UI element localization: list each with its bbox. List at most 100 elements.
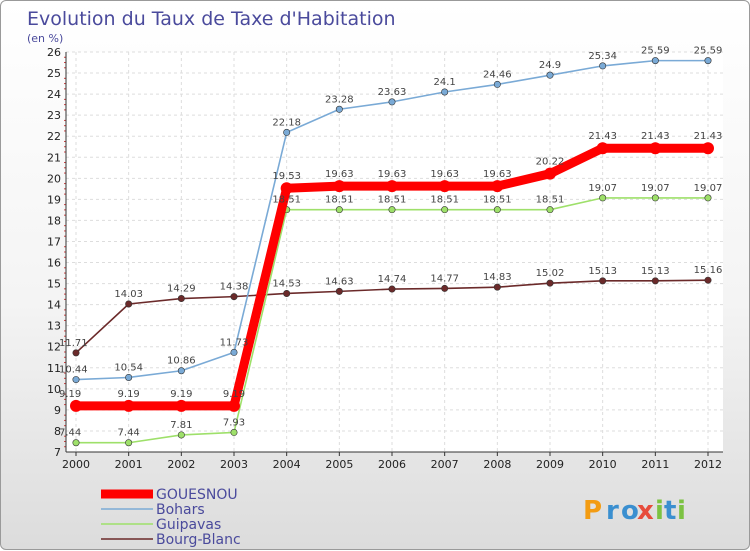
data-point-bourg-blanc (493, 283, 501, 291)
data-point-guipavas (335, 206, 343, 214)
x-tick-label: 2011 (641, 458, 669, 471)
data-label-guipavas: 19.07 (588, 183, 617, 194)
data-point-gouesnou (544, 167, 556, 180)
data-point-bourg-blanc (230, 293, 238, 301)
y-tick-label: 13 (47, 320, 61, 333)
data-point-guipavas (388, 206, 396, 214)
y-tick-label: 23 (47, 109, 61, 122)
data-label-bourg-blanc: 14.29 (167, 284, 196, 295)
data-label-guipavas: 7.93 (223, 417, 245, 428)
data-label-bohars: 24.1 (434, 77, 456, 88)
y-tick-label: 21 (47, 151, 61, 164)
data-label-guipavas: 18.51 (325, 195, 354, 206)
chart-subtitle: (en %) (27, 32, 63, 45)
data-point-bourg-blanc (388, 285, 396, 293)
data-label-guipavas: 7.44 (59, 428, 81, 439)
data-point-bourg-blanc (335, 287, 343, 295)
x-tick-label: 2002 (167, 458, 195, 471)
data-point-bourg-blanc (283, 289, 291, 297)
data-label-guipavas: 7.81 (170, 420, 192, 431)
logo-letter: r (606, 496, 619, 526)
data-label-guipavas: 18.51 (272, 195, 301, 206)
data-label-gouesnou: 20.22 (536, 157, 565, 168)
data-point-gouesnou (649, 142, 662, 155)
data-label-gouesnou: 21.43 (641, 131, 670, 142)
data-point-gouesnou (702, 142, 714, 155)
data-label-gouesnou: 19.63 (430, 169, 459, 180)
legend-label-bohars: Bohars (156, 502, 205, 518)
x-tick-label: 2009 (536, 458, 564, 471)
data-label-guipavas: 18.51 (430, 195, 459, 206)
data-label-gouesnou: 19.63 (483, 169, 512, 180)
y-tick-label: 7 (54, 446, 61, 459)
data-point-bohars (177, 367, 185, 375)
x-tick-label: 2012 (694, 458, 722, 471)
data-label-guipavas: 18.51 (483, 195, 512, 206)
data-label-guipavas: 19.07 (641, 183, 670, 194)
data-point-guipavas (493, 206, 501, 214)
data-label-bohars: 10.44 (59, 365, 88, 376)
data-point-bourg-blanc (441, 284, 449, 292)
y-tick-label: 24 (47, 88, 61, 101)
data-point-gouesnou (333, 180, 346, 193)
data-point-guipavas (704, 194, 712, 202)
data-point-gouesnou (70, 399, 82, 412)
data-point-gouesnou (175, 399, 188, 412)
data-point-bohars (651, 57, 659, 65)
data-point-gouesnou (386, 180, 398, 193)
data-point-bohars (335, 105, 343, 113)
data-point-bohars (546, 71, 554, 79)
legend-label-guipavas: Guipavas (156, 517, 221, 533)
data-point-guipavas (72, 439, 80, 447)
data-point-guipavas (125, 439, 133, 447)
data-label-bourg-blanc: 14.38 (220, 282, 249, 293)
data-point-guipavas (441, 206, 449, 214)
data-labels: 9.19 9.19 9.19 9.19 19.53 19.63 19.63 19.63 19.6… (59, 46, 722, 439)
x-tick-label: 2000 (62, 458, 90, 471)
data-label-bourg-blanc: 15.16 (694, 265, 723, 276)
data-label-bourg-blanc: 14.53 (272, 278, 301, 289)
data-label-guipavas: 18.51 (536, 195, 565, 206)
data-label-bourg-blanc: 14.63 (325, 276, 354, 287)
y-tick-label: 22 (47, 130, 61, 143)
data-label-gouesnou: 9.19 (223, 389, 245, 400)
x-tick-label: 2004 (273, 458, 301, 471)
x-tick-label: 2008 (483, 458, 511, 471)
data-label-bourg-blanc: 14.03 (114, 289, 143, 300)
data-point-gouesnou (122, 399, 135, 412)
data-point-bohars (599, 62, 607, 70)
data-point-bohars (230, 348, 238, 356)
y-tick-label: 15 (47, 278, 61, 291)
x-tick-label: 2006 (378, 458, 406, 471)
logo-letter: t (664, 496, 676, 526)
data-point-bohars (493, 80, 501, 88)
y-tick-label: 18 (47, 214, 61, 227)
data-label-bohars: 22.18 (272, 117, 301, 128)
series-layer (70, 57, 714, 447)
y-tick-label: 20 (47, 172, 61, 185)
logo-letter: i (655, 496, 664, 526)
data-point-bourg-blanc (704, 276, 712, 284)
y-tick-label: 9 (54, 404, 61, 417)
grid-lines (66, 51, 723, 453)
data-point-guipavas (599, 194, 607, 202)
y-tick-label: 26 (47, 46, 61, 59)
data-label-gouesnou: 21.43 (694, 131, 723, 142)
data-label-gouesnou: 21.43 (588, 131, 617, 142)
data-label-bourg-blanc: 11.71 (59, 338, 88, 349)
data-point-gouesnou (280, 182, 293, 195)
data-point-guipavas (651, 194, 659, 202)
y-tick-label: 8 (54, 425, 61, 438)
plot-area (66, 52, 723, 452)
data-point-bourg-blanc (72, 349, 80, 357)
data-point-bohars (283, 128, 291, 136)
x-tick-label: 2001 (115, 458, 143, 471)
x-tick-label: 2005 (325, 458, 353, 471)
data-point-gouesnou (491, 180, 504, 193)
logo-letter: P (583, 496, 602, 526)
data-point-gouesnou (228, 399, 240, 412)
data-point-gouesnou (596, 142, 609, 155)
x-tick-label: 2010 (589, 458, 617, 471)
data-label-bohars: 25.59 (641, 46, 670, 57)
